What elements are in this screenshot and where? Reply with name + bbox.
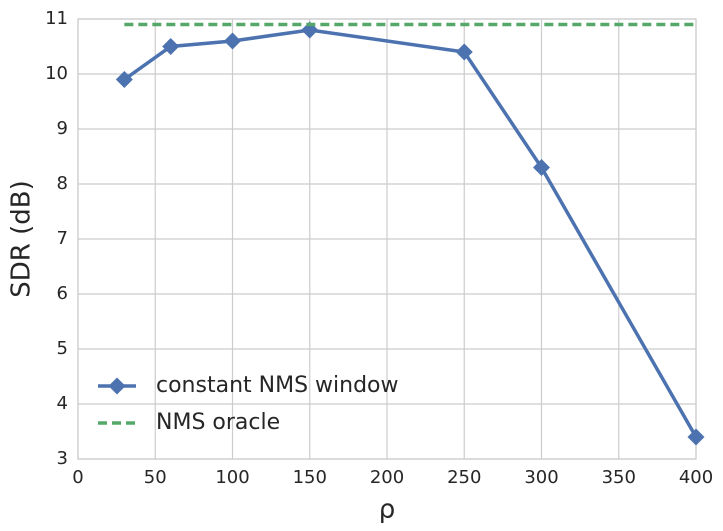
- data-point: [162, 38, 180, 55]
- y-axis-label: SDR (dB): [7, 180, 37, 297]
- y-tick-label: 11: [45, 8, 68, 29]
- y-tick-label: 3: [57, 448, 68, 469]
- y-tick-label: 6: [57, 283, 68, 304]
- data-point: [455, 43, 473, 61]
- data-point: [533, 159, 550, 176]
- plot-frame: [77, 18, 697, 460]
- legend-label: NMS oracle: [156, 410, 280, 435]
- y-tick-label: 9: [57, 118, 68, 139]
- x-tick-label: 350: [602, 467, 636, 488]
- x-tick-label: 300: [524, 467, 558, 488]
- legend-label: constant NMS window: [156, 373, 399, 398]
- y-tick-label: 10: [45, 63, 68, 84]
- x-tick-label: 50: [144, 467, 167, 488]
- y-tick-label: 8: [57, 173, 68, 194]
- y-tick-label: 5: [57, 338, 68, 359]
- x-tick-label: 250: [447, 467, 481, 488]
- y-tick-label: 4: [57, 393, 68, 414]
- data-point: [687, 428, 705, 446]
- x-axis-label: ρ: [379, 495, 396, 525]
- legend-marker: [108, 377, 126, 395]
- x-tick-label: 200: [370, 467, 404, 488]
- x-tick-label: 400: [679, 467, 713, 488]
- y-tick-label: 7: [57, 228, 68, 249]
- x-tick-label: 100: [215, 467, 249, 488]
- data-point: [115, 71, 133, 88]
- x-tick-label: 150: [293, 467, 327, 488]
- data-point: [224, 32, 241, 50]
- x-tick-label: 0: [72, 467, 83, 488]
